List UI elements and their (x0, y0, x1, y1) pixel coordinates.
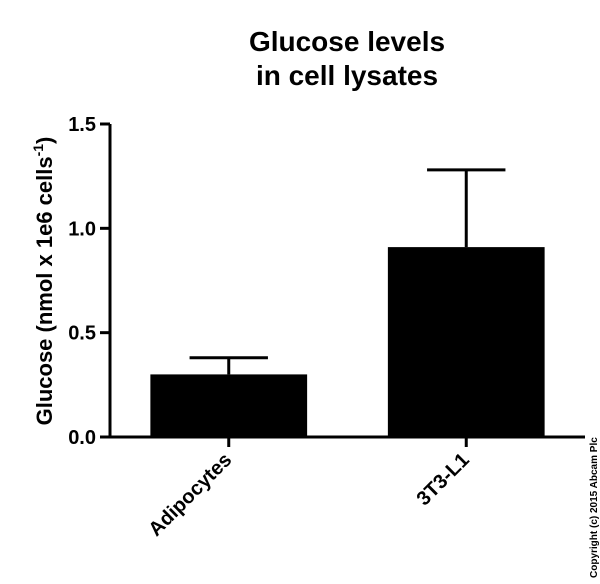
bar (387, 247, 545, 437)
chart-title-line-2: in cell lysates (256, 60, 438, 91)
y-axis-label-close: ) (32, 137, 57, 144)
y-axis-label-main: Glucose (nmol x 1e6 cells (32, 156, 57, 425)
y-axis-label-superscript: -1 (30, 144, 46, 157)
bars (150, 247, 545, 437)
y-tick-label: 0.0 (68, 427, 96, 449)
y-axis: 0.0 0.5 1.0 1.5 (68, 114, 112, 449)
y-tick-label: 0.5 (68, 323, 96, 345)
y-axis-label: Glucose (nmol x 1e6 cells-1) (30, 137, 57, 426)
chart-title: Glucose levels in cell lysates (249, 26, 445, 91)
x-axis: Adipocytes 3T3-L1 (110, 435, 585, 541)
chart-title-line-1: Glucose levels (249, 26, 445, 57)
y-tick-label: 1.5 (68, 114, 96, 136)
y-tick-label: 1.0 (68, 218, 96, 240)
x-tick-label: 3T3-L1 (413, 449, 474, 510)
copyright-notice: Copyright (c) 2015 Abcam Plc (589, 437, 600, 578)
bar (150, 374, 308, 437)
x-tick-label: Adipocytes (144, 449, 236, 541)
error-bars (189, 168, 506, 375)
